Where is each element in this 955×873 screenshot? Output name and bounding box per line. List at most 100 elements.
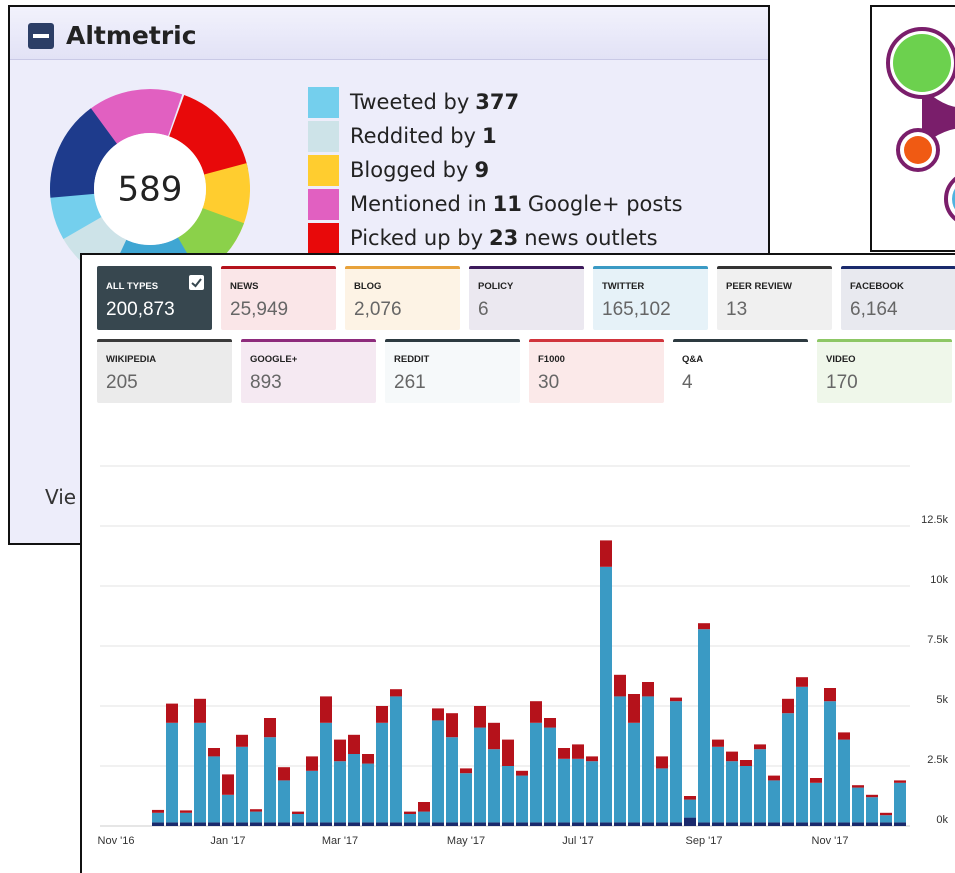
bar-segment [446,822,458,826]
bar-segment [684,800,696,818]
bar-segment [600,822,612,826]
bar-segment [726,752,738,762]
bar-segment [810,778,822,783]
bar-segment [698,623,710,629]
bar-segment [614,822,626,826]
x-tick-label: Jan '17 [210,835,245,847]
bar-segment [628,723,640,823]
bar-segment [838,732,850,739]
bar-segment [698,822,710,826]
bar-segment [306,756,318,770]
bar-segment [432,720,444,822]
y-tick-label: 10k [930,574,948,586]
y-tick-label: 12.5k [921,514,948,526]
bar-segment [418,822,430,826]
bar-segment [586,822,598,826]
bar-segment [670,701,682,822]
bar-segment [152,810,164,813]
bar-segment [390,696,402,822]
bar-segment [278,780,290,822]
bar-segment [656,768,668,822]
bar-segment [194,723,206,823]
bar-segment [544,822,556,826]
bar-segment [880,822,892,826]
bar-segment [488,822,500,826]
bar-segment [334,740,346,762]
bar-segment [880,813,892,815]
bar-segment [362,754,374,764]
bar-segment [502,740,514,766]
bar-segment [474,822,486,826]
bar-segment [740,766,752,822]
bar-segment [418,812,430,823]
bar-segment [166,723,178,823]
bar-segment [796,677,808,687]
bar-segment [698,629,710,822]
bar-segment [866,822,878,826]
bar-segment [306,822,318,826]
x-tick-label: Nov '16 [98,835,135,847]
bar-segment [264,822,276,826]
bar-segment [586,756,598,761]
bar-segment [670,698,682,702]
bar-segment [600,567,612,823]
bar-segment [614,675,626,697]
bar-segment [782,699,794,713]
bar-segment [250,812,262,823]
bar-segment [712,822,724,826]
bar-segment [796,822,808,826]
bar-segment [390,822,402,826]
bar-segment [348,754,360,822]
x-tick-label: Mar '17 [322,835,358,847]
x-tick-label: Jul '17 [562,835,593,847]
page: Altmetric 589 Tweeted by377Reddited by1B… [0,0,955,860]
x-tick-label: Nov '17 [812,835,849,847]
bar-segment [768,780,780,822]
bar-segment [768,822,780,826]
bar-segment [362,822,374,826]
bar-segment [530,723,542,823]
bar-segment [712,747,724,823]
bar-segment [264,737,276,822]
bar-segment [838,822,850,826]
bar-segment [712,740,724,747]
bar-segment [278,767,290,780]
bar-segment [404,812,416,814]
bar-segment [376,723,388,823]
bar-segment [880,815,892,822]
bar-segment [628,694,640,723]
bar-segment [208,756,220,822]
bar-segment [474,706,486,728]
bar-segment [544,728,556,823]
bar-segment [684,796,696,800]
bar-segment [222,774,234,794]
bar-segment [180,822,192,826]
bar-segment [474,728,486,823]
bar-segment [866,795,878,797]
bar-segment [222,795,234,823]
bar-segment [446,713,458,737]
bar-segment [740,760,752,766]
bar-segment [180,810,192,812]
bar-segment [726,761,738,822]
bar-segment [572,822,584,826]
bar-segment [292,814,304,822]
bar-segment [348,735,360,754]
x-tick-label: Sep '17 [686,835,723,847]
bar-segment [488,749,500,822]
bar-segment [600,540,612,566]
bar-segment [894,783,906,823]
bar-segment [194,822,206,826]
bar-segment [894,822,906,826]
bar-segment [558,759,570,823]
bar-segment [684,818,696,826]
bar-segment [264,718,276,737]
bar-segment [558,748,570,759]
bar-segment [180,813,192,823]
bar-segment [572,744,584,758]
bar-segment [558,822,570,826]
bar-segment [306,771,318,823]
bar-segment [236,822,248,826]
bar-segment [460,768,472,773]
bar-segment [656,756,668,768]
